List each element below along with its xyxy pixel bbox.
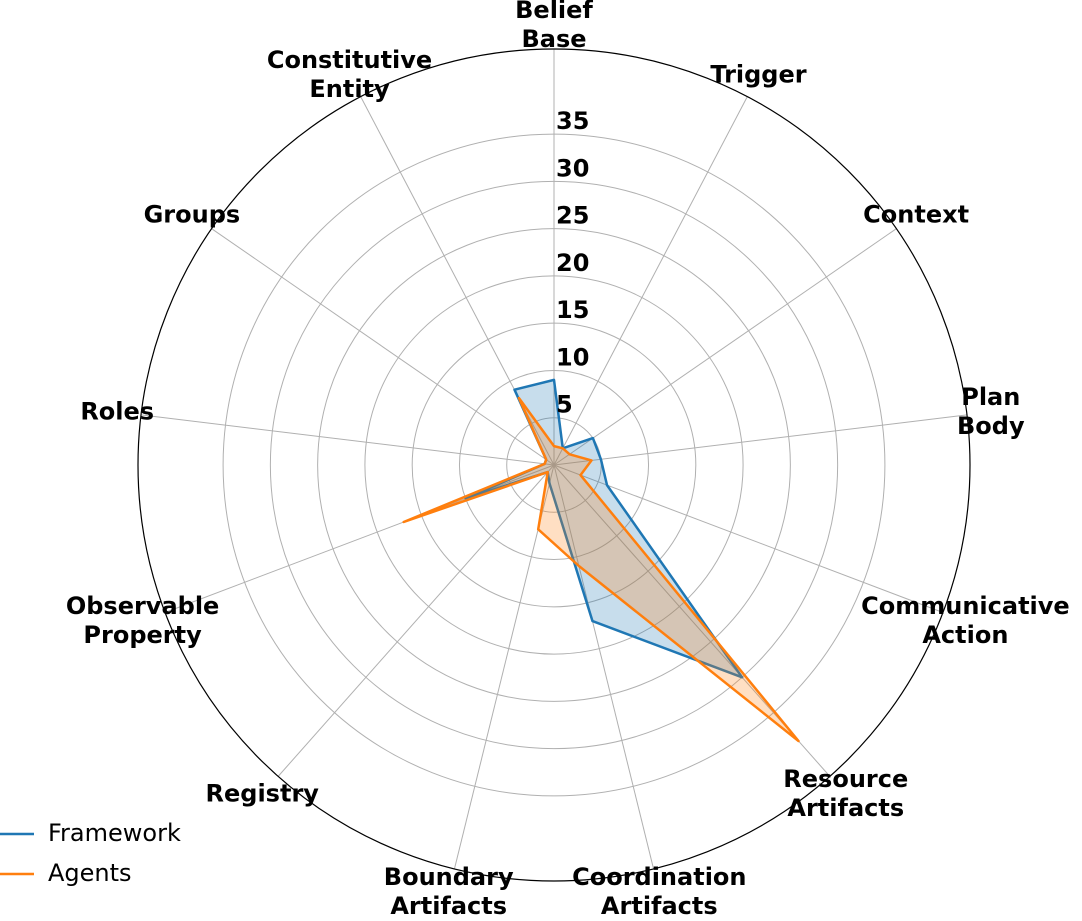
r-tick-label: 15 [556, 296, 589, 324]
r-tick-label: 35 [556, 107, 589, 135]
spoke [453, 464, 555, 870]
spoke [211, 228, 555, 466]
spoke [553, 96, 748, 466]
category-label: Constitutive Entity [266, 46, 433, 104]
category-label: Communicative Action [861, 592, 1070, 650]
spoke [553, 464, 944, 613]
category-label: Coordination Artifacts [572, 863, 747, 921]
spoke [140, 414, 555, 466]
category-label: Belief Base [515, 0, 593, 53]
legend-label: Agents [48, 859, 132, 887]
legend-label: Framework [48, 819, 181, 847]
category-label: Registry [205, 779, 319, 808]
spoke [553, 464, 655, 870]
spoke [553, 228, 897, 466]
spoke [553, 414, 968, 466]
category-label: Groups [143, 200, 241, 229]
category-label: Trigger [710, 60, 807, 89]
category-label: Context [863, 200, 970, 229]
r-tick-label: 20 [556, 249, 589, 277]
category-label: Resource Artifacts [783, 765, 909, 823]
series-area [402, 396, 800, 743]
category-label: Boundary Artifacts [383, 863, 514, 921]
r-tick-label: 30 [556, 154, 589, 182]
spoke [164, 464, 555, 613]
r-tick-label: 25 [556, 202, 589, 230]
spoke [277, 464, 555, 777]
category-label: Plan Body [956, 382, 1025, 440]
outer-frame [137, 48, 971, 882]
category-label: Observable Property [65, 592, 220, 650]
r-tick-label: 5 [556, 391, 573, 419]
category-label: Roles [80, 397, 155, 426]
r-tick-label: 10 [556, 343, 589, 371]
